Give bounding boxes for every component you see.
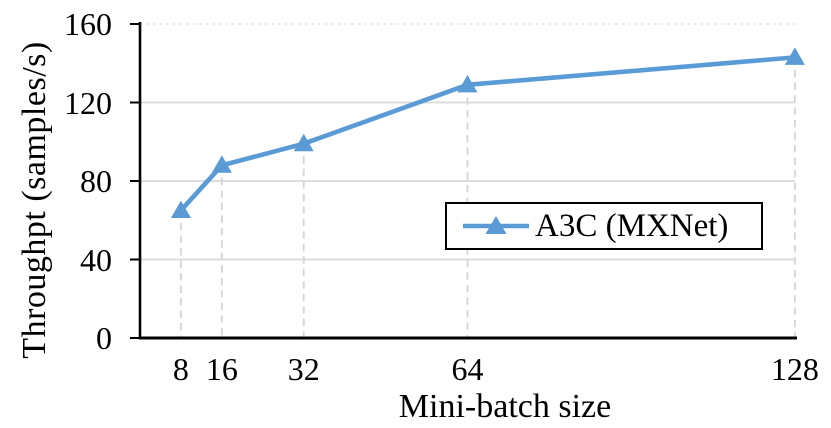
y-tick-label-160: 160 [64,6,112,42]
x-tick-label-64: 64 [451,351,484,387]
data-point-marker-x-16 [211,155,232,173]
y-tick-label-40: 40 [80,241,112,278]
x-tick-label-32: 32 [287,351,320,387]
x-tick-label-128: 128 [770,351,819,387]
y-tick-label-0: 0 [96,320,112,356]
legend-series-marker-icon [463,216,529,234]
y-tick-label-80: 80 [80,163,112,199]
data-point-marker-x-128 [784,47,805,65]
x-axis-title: Mini-batch size [398,388,612,425]
x-tick-label-16: 16 [205,351,238,387]
y-tick-label-120: 120 [64,84,112,121]
legend-triangle-icon [485,216,507,234]
series-line-a3c-mxnet [178,55,798,213]
data-point-marker-x-8 [170,200,191,218]
data-point-marker-x-32 [293,133,314,152]
data-point-marker-x-64 [457,74,478,93]
y-axis-title: Throughpt (samples/s) [16,41,53,359]
legend-label: A3C (MXNet) [535,207,729,244]
x-tick-label-8: 8 [172,351,189,387]
legend: A3C (MXNet) [445,202,763,250]
